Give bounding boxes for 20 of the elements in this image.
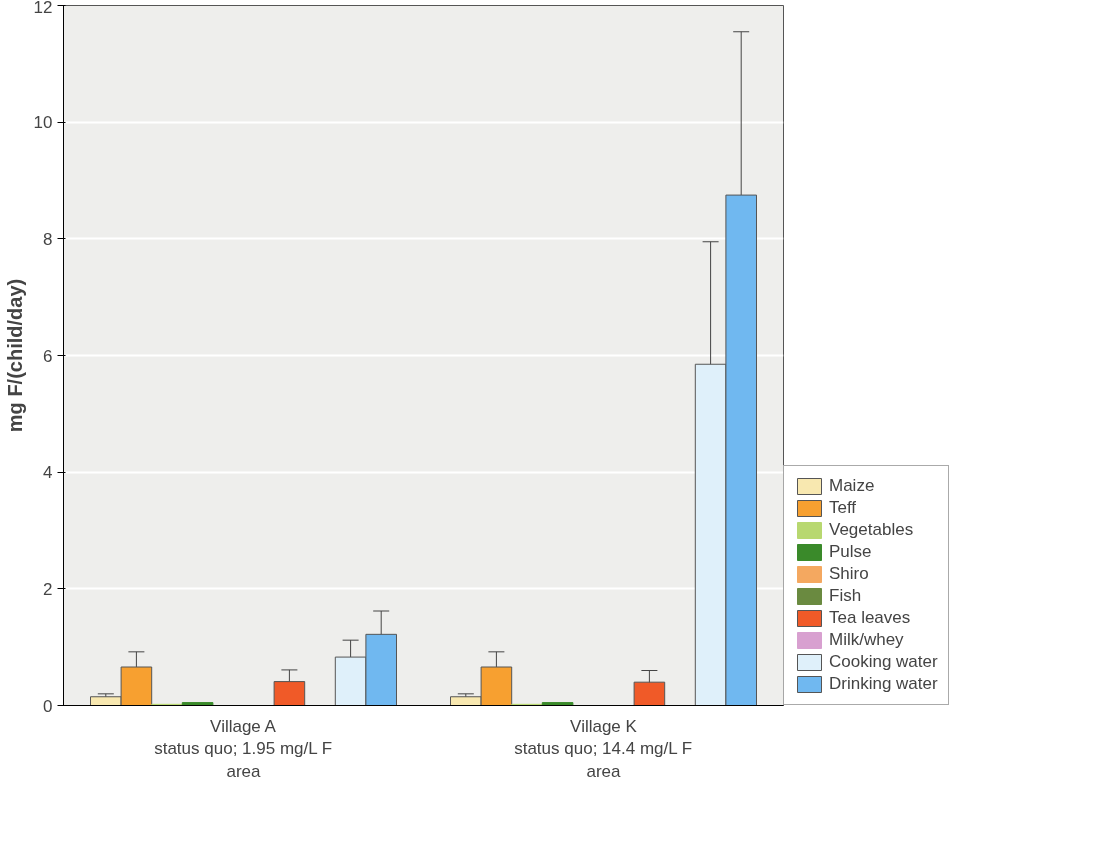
x-tick-label: Village A status quo; 1.95 mg/L F area bbox=[154, 716, 333, 782]
y-tick-label: 2 bbox=[43, 579, 53, 599]
legend-label: Pulse bbox=[829, 542, 872, 562]
x-tick-label: Village K status quo; 14.4 mg/L F area bbox=[514, 716, 693, 782]
legend-label: Cooking water bbox=[829, 652, 938, 672]
legend-label: Fish bbox=[829, 586, 862, 606]
y-tick-label: 12 bbox=[33, 0, 53, 17]
y-axis-title: mg F/(child/day) bbox=[3, 278, 26, 433]
legend-label: Milk/whey bbox=[829, 630, 904, 650]
y-tick-label: 0 bbox=[43, 696, 53, 716]
legend-label: Tea leaves bbox=[829, 608, 911, 628]
legend-label: Maize bbox=[829, 476, 875, 496]
y-tick-label: 4 bbox=[43, 463, 53, 483]
y-tick-label: 10 bbox=[33, 113, 53, 133]
y-tick-label: 6 bbox=[43, 346, 53, 366]
legend-label: Shiro bbox=[829, 564, 869, 584]
legend-label: Teff bbox=[829, 498, 857, 518]
y-tick-label: 8 bbox=[43, 229, 53, 249]
legend-label: Drinking water bbox=[829, 674, 938, 694]
legend-label: Vegetables bbox=[829, 520, 914, 540]
